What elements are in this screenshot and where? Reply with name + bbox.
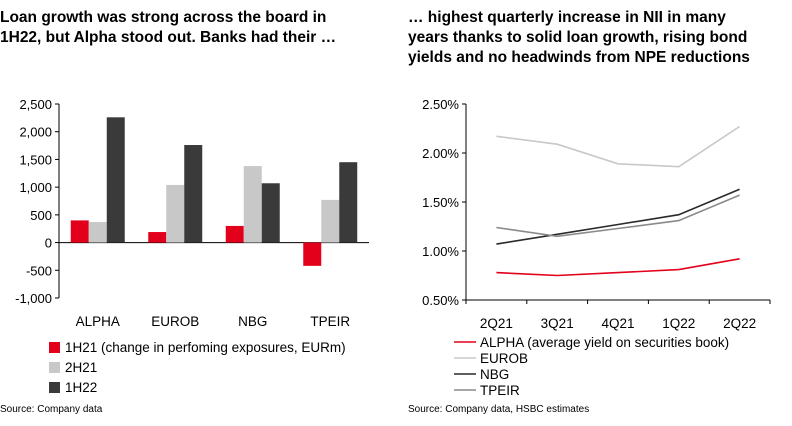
bar-alpha-1h21 bbox=[70, 220, 89, 243]
y-tick-label: 1,000 bbox=[19, 180, 52, 195]
bar-chart: 2,500 2,000 1,500 1,000 500 0 -500 -1,000 ALPHA E… bbox=[15, 97, 369, 395]
y-tick-label: 0.50% bbox=[422, 293, 459, 308]
legend-swatch bbox=[49, 382, 60, 393]
series-line-eurob bbox=[496, 125, 741, 168]
y-tick-label: 500 bbox=[30, 208, 52, 223]
x-tick-label: 2Q22 bbox=[723, 316, 756, 331]
bar-eurob-1h22 bbox=[184, 145, 203, 243]
x-tick-label: TPEIR bbox=[310, 314, 350, 329]
y-tick-label: 0 bbox=[45, 236, 52, 251]
y-tick-label: 2,000 bbox=[19, 125, 52, 140]
legend-swatch bbox=[49, 342, 60, 353]
legend-label: 1H22 bbox=[65, 380, 97, 395]
y-tick-label: 2.50% bbox=[422, 97, 459, 112]
bar-nbg-1h22 bbox=[261, 183, 280, 243]
legend-label: EUROB bbox=[480, 351, 528, 366]
legend-label: 1H21 (change in perfoming exposures, EUR… bbox=[65, 340, 346, 355]
right-chart-title: … highest quarterly increase in NII in m… bbox=[408, 9, 750, 66]
bar-tpeir-2h21 bbox=[321, 199, 340, 243]
line-chart: 2.50% 2.00% 1.50% 1.00% 0.50% 2Q21 3Q21 4Q21 1Q2… bbox=[422, 97, 771, 398]
bar-nbg-1h21 bbox=[225, 225, 244, 243]
x-tick-label: NBG bbox=[238, 314, 267, 329]
legend-label: NBG bbox=[480, 367, 509, 382]
legend-label: TPEIR bbox=[480, 383, 520, 398]
series-line-nbg bbox=[496, 188, 740, 245]
right-panel: … highest quarterly increase in NII in m… bbox=[396, 0, 792, 426]
bar-eurob-1h21 bbox=[148, 232, 167, 243]
left-panel: Loan growth was strong across the board … bbox=[0, 9, 369, 415]
y-tick-label: 2,500 bbox=[19, 97, 52, 112]
x-tick-label: 4Q21 bbox=[601, 316, 634, 331]
bar-tpeir-1h22 bbox=[339, 162, 358, 243]
y-tick-label: 1.50% bbox=[422, 195, 459, 210]
bar-nbg-2h21 bbox=[243, 166, 262, 243]
legend-swatch bbox=[49, 362, 60, 373]
legend-label: ALPHA (average yield on securities book) bbox=[480, 335, 729, 350]
left-source-note: Source: Company data bbox=[0, 404, 103, 415]
y-tick-label: 1,500 bbox=[19, 152, 52, 167]
left-chart-title: Loan growth was strong across the board … bbox=[0, 9, 337, 46]
y-tick-label: 1.00% bbox=[422, 244, 459, 259]
x-tick-label: EUROB bbox=[151, 314, 199, 329]
y-tick-label: 2.00% bbox=[422, 146, 459, 161]
x-tick-label: 3Q21 bbox=[541, 316, 574, 331]
x-tick-label: 2Q21 bbox=[480, 316, 513, 331]
series-line-tpeir bbox=[496, 194, 740, 238]
right-source-note: Source: Company data, HSBC estimates bbox=[408, 404, 590, 415]
bar-alpha-2h21 bbox=[88, 222, 107, 243]
bar-eurob-2h21 bbox=[166, 184, 185, 243]
bar-alpha-1h22 bbox=[106, 117, 125, 243]
bar-tpeir-1h21 bbox=[303, 242, 322, 266]
x-tick-label: ALPHA bbox=[76, 314, 120, 329]
y-tick-label: -500 bbox=[26, 263, 52, 278]
legend-label: 2H21 bbox=[65, 360, 97, 375]
y-tick-label: -1,000 bbox=[15, 291, 52, 306]
x-tick-label: 1Q22 bbox=[662, 316, 695, 331]
series-line-alpha bbox=[496, 258, 740, 277]
